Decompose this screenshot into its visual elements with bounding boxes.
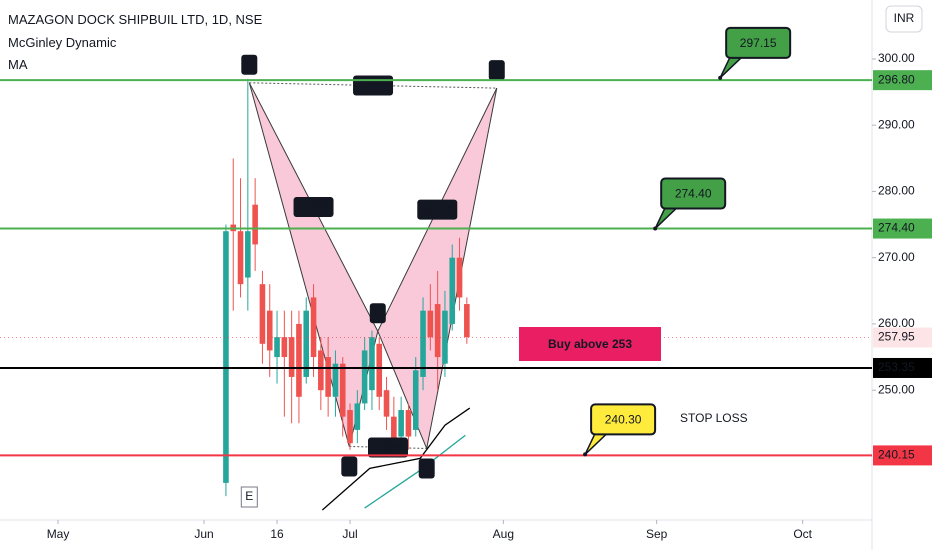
candle-body <box>376 343 383 397</box>
ratio-box <box>293 197 334 218</box>
x-tick-label: Jun <box>194 527 213 541</box>
pattern-area <box>377 88 497 449</box>
candle-body <box>449 257 456 324</box>
candle-body <box>296 323 302 397</box>
candle-body <box>464 304 470 338</box>
candle-body <box>456 257 463 298</box>
callout-point <box>583 452 588 457</box>
x-tick-label: Jul <box>342 527 357 541</box>
price-tag-label: 240.15 <box>878 448 915 462</box>
buy-box <box>517 325 663 363</box>
callout-point <box>653 226 658 231</box>
candle-body <box>354 403 361 430</box>
candle-body <box>391 416 397 444</box>
pattern-diagonal <box>249 82 497 89</box>
x-tick-label: Aug <box>493 527 514 541</box>
ratio-label: 1.054 <box>373 440 403 454</box>
y-tick-label: 270.00 <box>878 250 915 264</box>
candle-body <box>252 204 258 245</box>
candle-body <box>369 337 375 391</box>
pattern-area <box>249 82 378 447</box>
candle-body <box>405 410 412 437</box>
candle-body <box>303 310 310 377</box>
x-tick-label: 16 <box>270 527 284 541</box>
callout-label: 274.40 <box>675 187 712 201</box>
callout-box <box>660 177 727 210</box>
point-label: X <box>245 57 253 71</box>
candle-body <box>281 337 288 358</box>
callout-point <box>718 75 723 80</box>
price-tag-label: 253.35 <box>878 360 915 374</box>
legend-entry: McGinley Dynamic <box>8 35 117 50</box>
candle-body <box>420 310 426 377</box>
candle-body <box>223 231 229 483</box>
point-box <box>241 54 258 75</box>
ratio-box <box>368 437 409 458</box>
callout-box <box>725 26 792 59</box>
candle-body <box>332 363 339 397</box>
candle-body <box>398 410 404 437</box>
event-box <box>240 486 258 508</box>
candle-body <box>288 337 295 377</box>
point-box <box>488 60 505 81</box>
y-tick-label: 250.00 <box>878 382 915 396</box>
price-tag-label: 296.80 <box>878 72 915 86</box>
candle-body <box>339 363 346 417</box>
x-tick-label: Sep <box>646 527 668 541</box>
candle-body <box>427 310 434 338</box>
y-tick-label: 300.00 <box>878 51 915 65</box>
price-tag <box>873 70 932 91</box>
candle-body <box>434 304 441 358</box>
y-tick-label: 260.00 <box>878 316 915 330</box>
legend-entry: MA <box>8 57 28 72</box>
point-box <box>369 303 386 324</box>
price-tag <box>873 357 932 378</box>
candle-body <box>310 297 317 358</box>
ratio-label: 3.077 <box>422 202 452 216</box>
candle-body <box>325 357 331 397</box>
candle-body <box>361 350 368 404</box>
callout-box <box>590 403 657 436</box>
x-tick-label: Oct <box>793 527 812 541</box>
event-label: E <box>245 489 253 503</box>
y-tick-label: 280.00 <box>878 184 915 198</box>
candle-body <box>266 310 273 351</box>
pattern-diagonal <box>349 445 427 449</box>
point-label: A <box>345 459 353 473</box>
candle-body <box>245 231 251 278</box>
price-tag-label: 257.95 <box>878 330 915 344</box>
point-box <box>418 458 435 479</box>
callout-label: 297.15 <box>740 36 777 50</box>
candle-body <box>274 337 280 358</box>
ma-line <box>321 407 471 511</box>
candle-body <box>412 370 419 430</box>
callout-label: 240.30 <box>605 413 642 427</box>
price-tag <box>873 218 932 239</box>
point-box <box>341 456 358 477</box>
ratio-box <box>417 199 458 220</box>
currency-box[interactable] <box>885 5 923 33</box>
buy-annotation: Buy above 253 <box>548 337 632 351</box>
point-label: B <box>374 305 382 319</box>
price-tag <box>873 445 932 466</box>
candle-body <box>259 284 266 344</box>
x-tick-label: May <box>47 527 70 541</box>
point-label: D <box>492 62 501 76</box>
ratio-label: 0.308 <box>299 199 329 213</box>
candle-body <box>318 350 324 391</box>
price-tag <box>873 327 932 348</box>
candle-body <box>237 231 244 285</box>
candle-body <box>383 390 390 417</box>
chart-title: MAZAGON DOCK SHIPBUIL LTD, 1D, NSE <box>8 12 263 27</box>
y-tick-label: 290.00 <box>878 117 915 131</box>
price-tag-label: 274.40 <box>878 221 915 235</box>
stop-loss-annotation: STOP LOSS <box>680 411 748 425</box>
point-label: C <box>422 461 431 475</box>
candle-body <box>347 410 353 444</box>
currency[interactable]: INR <box>894 11 915 25</box>
